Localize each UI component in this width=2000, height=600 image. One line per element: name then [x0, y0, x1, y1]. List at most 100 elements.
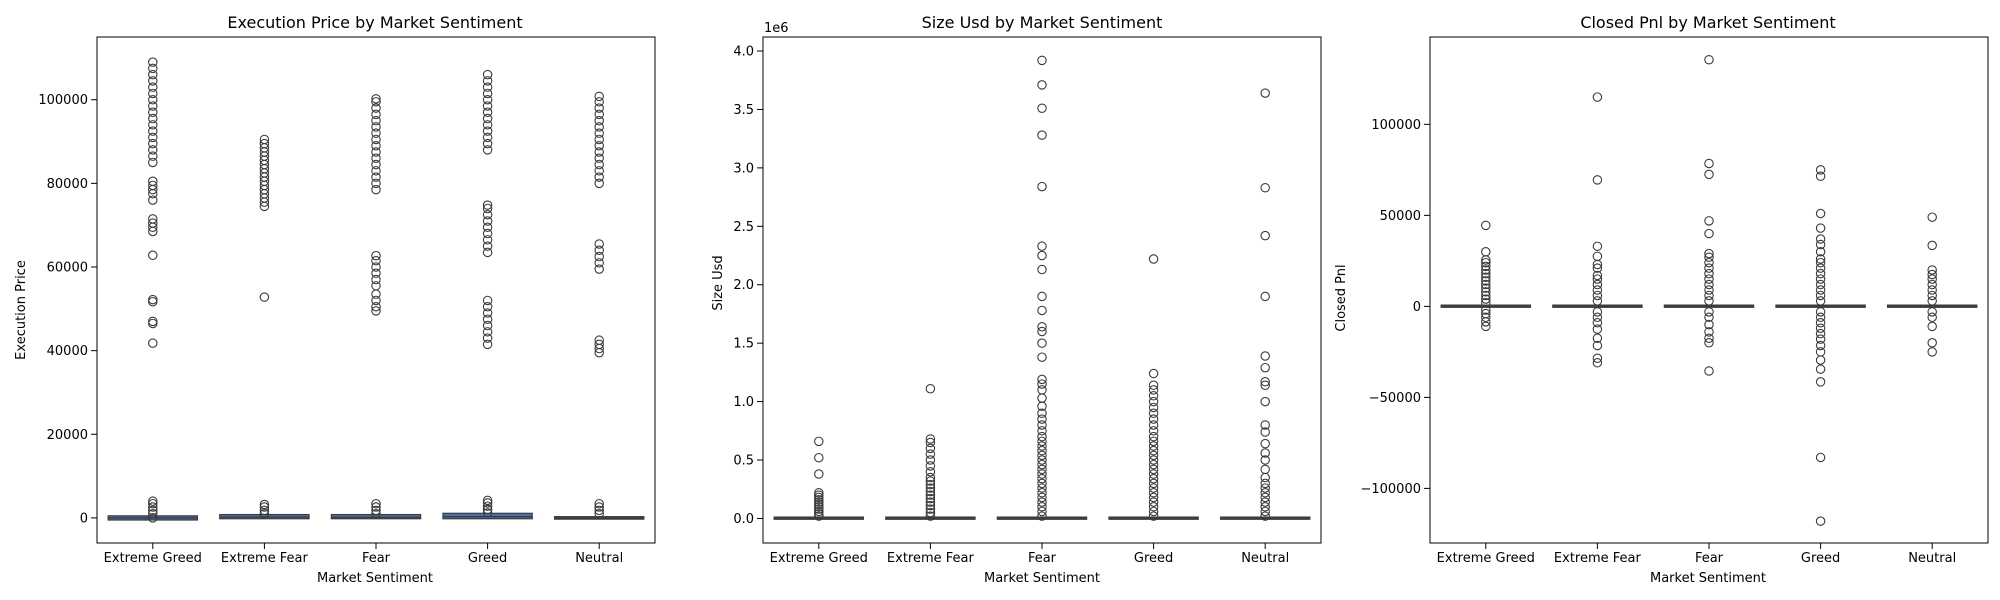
outlier-point — [148, 120, 158, 130]
outlier-point — [148, 138, 158, 149]
outlier-point — [594, 505, 604, 516]
outlier-point — [1481, 265, 1491, 275]
y-axis-label: Execution Price — [14, 260, 29, 360]
outlier-point — [594, 91, 604, 102]
outlier-point — [148, 69, 158, 80]
outlier-point — [814, 490, 824, 500]
outlier-point — [814, 499, 824, 510]
y-tick-label: −50000 — [1369, 391, 1421, 406]
outlier-point — [371, 128, 381, 138]
outlier-point — [482, 132, 493, 143]
outlier-point — [814, 504, 824, 514]
y-tick-label: 2.5 — [733, 220, 754, 235]
outlier-point — [594, 251, 604, 262]
outlier-point — [1481, 283, 1491, 293]
outlier-point — [148, 101, 158, 111]
outlier-point — [925, 486, 936, 497]
outlier-point — [371, 295, 381, 306]
outlier-point — [1815, 377, 1826, 387]
outlier-point — [594, 97, 604, 107]
outlier-point — [1260, 464, 1270, 475]
outlier-point — [1704, 290, 1714, 301]
x-tick-label: Extreme Fear — [1554, 551, 1642, 566]
outlier-point — [1260, 362, 1270, 373]
outlier-point — [1704, 158, 1714, 169]
outlier-point — [925, 472, 936, 483]
outlier-point — [925, 497, 936, 507]
outlier-point — [1037, 385, 1047, 395]
x-tick-label: Greed — [1801, 551, 1840, 566]
outlier-point — [1148, 414, 1159, 424]
outlier-point — [1037, 305, 1047, 316]
outlier-point — [1037, 441, 1047, 451]
outlier-point — [482, 126, 493, 136]
outlier-point — [1704, 169, 1714, 180]
outlier-point — [925, 461, 936, 471]
outlier-point — [1815, 328, 1826, 339]
outlier-point — [371, 140, 381, 151]
x-tick-label: Extreme Greed — [1437, 551, 1535, 566]
y-axis-label: Size Usd — [711, 255, 726, 310]
outlier-point — [1592, 353, 1603, 364]
axes-frame — [96, 36, 656, 544]
y-tick-label: 0.5 — [733, 454, 754, 469]
outlier-point — [1592, 340, 1603, 351]
outlier-point — [148, 195, 158, 205]
outlier-point — [925, 437, 936, 448]
outlier-point — [1037, 374, 1047, 385]
outlier-point — [1148, 492, 1159, 503]
outlier-point — [1815, 274, 1826, 284]
outlier-point — [1037, 469, 1047, 479]
outlier-point — [148, 176, 158, 187]
outlier-point — [1592, 241, 1603, 252]
outlier-point — [371, 498, 381, 509]
outlier-point — [1592, 251, 1603, 262]
outlier-point — [1592, 279, 1603, 290]
y-tick-label: 0.0 — [733, 512, 754, 527]
outlier-point — [594, 258, 604, 268]
outlier-point — [594, 166, 604, 176]
y-ticks: −100000 −50000 0 50000 100000 — [1360, 118, 1430, 497]
outlier-point — [1037, 250, 1047, 261]
outlier-point — [1815, 208, 1826, 219]
outlier-point — [925, 434, 936, 444]
outlier-point — [259, 499, 270, 510]
outlier-point — [925, 483, 936, 493]
outlier-point — [925, 493, 936, 504]
outlier-point — [594, 172, 604, 182]
outlier-point — [259, 508, 270, 519]
outlier-point — [1037, 506, 1047, 517]
outlier-point — [814, 469, 824, 479]
outlier-point — [148, 508, 158, 519]
outlier-point — [148, 505, 158, 516]
y-ticks: 0.0 0.5 1.0 1.5 2.0 2.5 3.0 3.5 4.0 — [733, 45, 763, 527]
outlier-point — [1592, 333, 1603, 343]
outlier-point — [1481, 312, 1491, 323]
outlier-point — [1260, 478, 1270, 489]
outlier-point — [1704, 268, 1714, 279]
outlier-point — [1148, 436, 1159, 447]
outlier-point — [1148, 459, 1159, 470]
outlier-point — [1815, 171, 1826, 181]
outlier-point — [925, 466, 936, 477]
outlier-point — [482, 498, 493, 508]
outlier-point — [594, 134, 604, 145]
outlier-point — [1704, 55, 1714, 65]
outlier-point — [925, 504, 936, 514]
outlier-point — [1037, 264, 1047, 275]
outlier-point — [1260, 488, 1270, 498]
outlier-point — [1037, 338, 1047, 348]
outlier-point — [482, 101, 493, 111]
outlier-point — [1704, 338, 1714, 348]
outlier-point — [1148, 469, 1159, 479]
outlier-point — [1927, 274, 1937, 284]
outlier-point — [148, 126, 158, 136]
outlier-point — [1260, 427, 1270, 437]
x-tick-label: Extreme Fear — [221, 551, 309, 566]
outlier-point — [1148, 402, 1159, 413]
outlier-point — [814, 452, 824, 463]
y-tick-label: 3.0 — [733, 161, 754, 176]
outlier-point — [1148, 380, 1159, 390]
outlier-point — [371, 250, 381, 261]
outlier-point — [1260, 376, 1270, 387]
